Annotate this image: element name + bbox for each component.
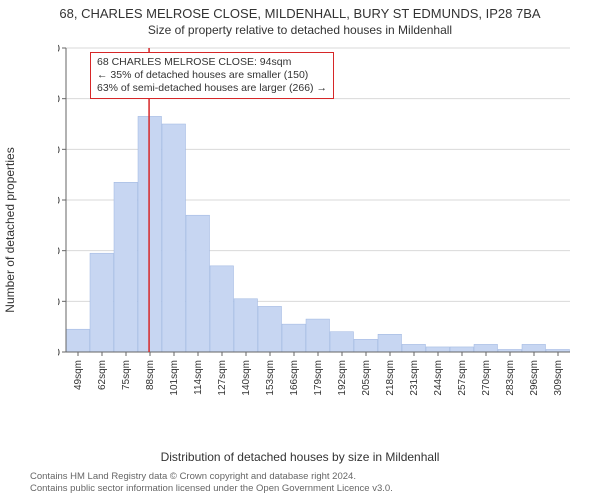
svg-text:75sqm: 75sqm	[121, 360, 132, 390]
svg-text:20: 20	[58, 296, 60, 308]
svg-text:100: 100	[58, 94, 60, 106]
svg-text:192sqm: 192sqm	[337, 360, 348, 396]
svg-text:153sqm: 153sqm	[265, 360, 276, 396]
annotation-box: 68 CHARLES MELROSE CLOSE: 94sqm ← 35% of…	[90, 52, 334, 99]
svg-text:257sqm: 257sqm	[457, 360, 468, 396]
svg-text:166sqm: 166sqm	[289, 360, 300, 396]
svg-text:283sqm: 283sqm	[505, 360, 516, 396]
footer-attribution: Contains HM Land Registry data © Crown c…	[0, 467, 600, 500]
y-axis-label: Number of detached properties	[3, 147, 17, 312]
svg-text:80: 80	[58, 144, 60, 156]
svg-text:60: 60	[58, 195, 60, 207]
footer-line2: Contains public sector information licen…	[30, 483, 592, 494]
svg-text:88sqm: 88sqm	[145, 360, 156, 390]
svg-text:270sqm: 270sqm	[481, 360, 492, 396]
chart-title: 68, CHARLES MELROSE CLOSE, MILDENHALL, B…	[0, 0, 600, 21]
svg-text:205sqm: 205sqm	[361, 360, 372, 396]
footer-line1: Contains HM Land Registry data © Crown c…	[30, 471, 592, 482]
svg-text:231sqm: 231sqm	[409, 360, 420, 396]
annotation-line2: ← 35% of detached houses are smaller (15…	[97, 69, 327, 82]
svg-text:127sqm: 127sqm	[217, 360, 228, 396]
svg-text:120: 120	[58, 43, 60, 55]
chart-subtitle: Size of property relative to detached ho…	[0, 21, 600, 37]
chart-container: 68, CHARLES MELROSE CLOSE, MILDENHALL, B…	[0, 0, 600, 500]
svg-text:179sqm: 179sqm	[313, 360, 324, 396]
x-axis-label: Distribution of detached houses by size …	[0, 450, 600, 464]
svg-text:140sqm: 140sqm	[241, 360, 252, 396]
annotation-line1: 68 CHARLES MELROSE CLOSE: 94sqm	[97, 56, 327, 69]
svg-text:40: 40	[58, 246, 60, 258]
svg-text:309sqm: 309sqm	[553, 360, 564, 396]
annotation-line3: 63% of semi-detached houses are larger (…	[97, 82, 327, 95]
svg-text:244sqm: 244sqm	[433, 360, 444, 396]
svg-text:296sqm: 296sqm	[529, 360, 540, 396]
svg-text:101sqm: 101sqm	[169, 360, 180, 396]
svg-text:114sqm: 114sqm	[193, 360, 204, 395]
svg-text:62sqm: 62sqm	[97, 360, 108, 390]
svg-text:0: 0	[58, 347, 60, 359]
svg-text:49sqm: 49sqm	[73, 360, 84, 390]
svg-text:218sqm: 218sqm	[385, 360, 396, 396]
